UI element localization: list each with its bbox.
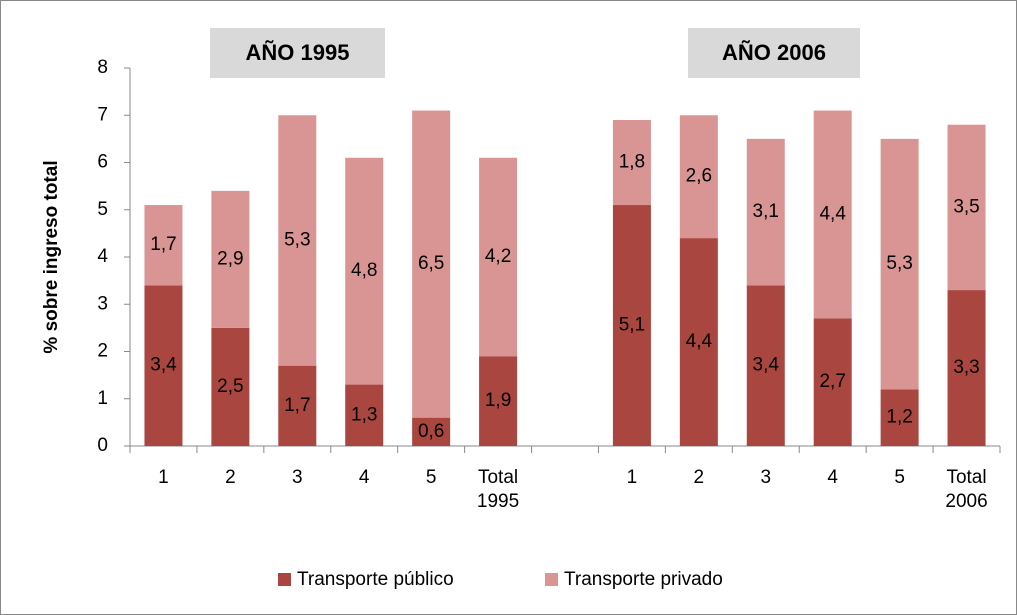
data-label: 3,5 bbox=[953, 196, 979, 217]
bar-segment bbox=[679, 115, 718, 239]
data-label: 0,6 bbox=[418, 421, 444, 442]
bar-segment bbox=[947, 124, 986, 291]
legend-label: Transporte privado bbox=[564, 569, 723, 590]
x-tick-label: 4 bbox=[827, 467, 838, 488]
data-label: 4,4 bbox=[819, 203, 846, 224]
bar-segment bbox=[144, 205, 183, 286]
y-tick-label: 6 bbox=[97, 152, 108, 173]
x-tick-label: 1 bbox=[626, 467, 638, 488]
y-tick-label: 1 bbox=[97, 388, 108, 409]
data-label: 2,5 bbox=[217, 376, 243, 397]
x-tick-label: Total 1995 bbox=[476, 467, 520, 512]
bar-segment bbox=[947, 290, 986, 446]
data-label: 1,3 bbox=[351, 404, 377, 425]
data-label: 2,6 bbox=[686, 166, 712, 187]
bar-segment bbox=[813, 110, 852, 319]
annotation-box bbox=[688, 28, 860, 78]
x-tick-label: 4 bbox=[358, 467, 370, 488]
bar-segment bbox=[746, 138, 785, 286]
data-label: 5,1 bbox=[619, 315, 645, 336]
bar-segment bbox=[412, 417, 451, 446]
data-label: 4,4 bbox=[686, 331, 713, 352]
x-tick-label: 5 bbox=[894, 467, 905, 488]
data-label: 4,8 bbox=[351, 260, 377, 281]
data-label: 1,7 bbox=[150, 234, 176, 255]
x-tick-label: 3 bbox=[292, 467, 303, 488]
y-tick-label: 4 bbox=[97, 246, 108, 267]
data-label: 3,4 bbox=[150, 355, 177, 376]
x-tick-label: 5 bbox=[425, 467, 437, 488]
bar-segment bbox=[679, 238, 718, 446]
bar-segment bbox=[746, 285, 785, 446]
data-label: 2,9 bbox=[217, 248, 243, 269]
legend-label: Transporte público bbox=[297, 569, 454, 590]
data-label: 2,7 bbox=[819, 371, 845, 392]
y-tick-label: 8 bbox=[97, 57, 108, 78]
data-label: 6,5 bbox=[418, 253, 444, 274]
x-tick-label: Total 2006 bbox=[945, 467, 988, 512]
data-label: 5,3 bbox=[886, 253, 912, 274]
y-axis-label: % sobre ingreso total bbox=[41, 160, 62, 353]
bar-segment bbox=[479, 356, 518, 446]
bar-segment bbox=[144, 285, 183, 446]
annotation: AÑO 1995 bbox=[246, 40, 350, 65]
y-tick-label: 7 bbox=[97, 104, 108, 125]
bar-segment bbox=[612, 119, 651, 206]
data-label: 1,7 bbox=[284, 395, 310, 416]
bar-segment bbox=[278, 365, 317, 446]
y-tick-label: 3 bbox=[97, 293, 108, 314]
annotation: AÑO 2006 bbox=[722, 40, 826, 65]
data-label: 3,3 bbox=[953, 357, 979, 378]
x-tick-label: 2 bbox=[693, 467, 705, 488]
bar-segment bbox=[211, 327, 250, 446]
data-label: 1,2 bbox=[886, 407, 912, 428]
x-tick-label: 1 bbox=[158, 467, 169, 488]
bar-segment bbox=[412, 110, 451, 418]
data-label: 4,2 bbox=[485, 246, 511, 267]
data-label: 3,4 bbox=[753, 355, 780, 376]
bar-segment bbox=[211, 190, 250, 328]
legend-swatch bbox=[278, 573, 291, 586]
data-label: 3,1 bbox=[753, 201, 779, 222]
bar-segment bbox=[813, 318, 852, 446]
bar-segment bbox=[880, 389, 919, 446]
y-tick-label: 5 bbox=[97, 199, 108, 220]
y-tick-label: 0 bbox=[97, 435, 108, 456]
bar-segment bbox=[479, 157, 518, 357]
annotation-box bbox=[210, 28, 385, 78]
x-tick-label: 2 bbox=[225, 467, 236, 488]
bar-segment bbox=[345, 384, 384, 446]
bar-segment bbox=[612, 205, 651, 446]
data-label: 1,9 bbox=[485, 390, 511, 411]
data-label: 5,3 bbox=[284, 229, 310, 250]
bar-segment bbox=[880, 138, 919, 390]
x-tick-label: 3 bbox=[760, 467, 772, 488]
data-label: 1,8 bbox=[619, 152, 645, 173]
legend-swatch bbox=[545, 573, 558, 586]
bar-segment bbox=[345, 157, 384, 385]
y-tick-label: 2 bbox=[97, 341, 108, 362]
bar-segment bbox=[278, 115, 317, 366]
